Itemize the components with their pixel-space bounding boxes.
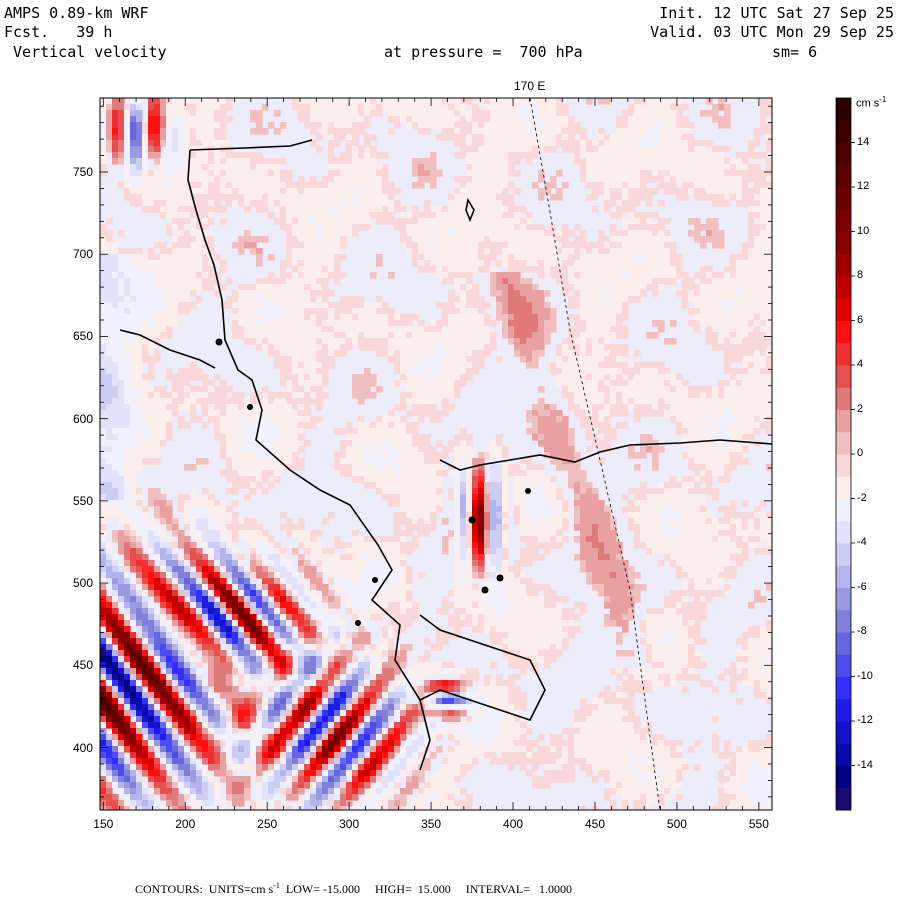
init-time: Init. 12 UTC Sat 27 Sep 25 — [659, 4, 894, 22]
contour-info-range: LOW= -15.000 HIGH= 15.000 INTERVAL= 1.00… — [279, 882, 573, 896]
colorbar-swatch — [836, 676, 851, 700]
x-tick-label: 450 — [584, 817, 606, 831]
x-tick-label: 400 — [503, 817, 524, 831]
x-tick-label: 150 — [93, 817, 114, 831]
x-tick-label: 300 — [339, 817, 360, 831]
contour-info-exp: -1 — [273, 881, 280, 890]
colorbar-swatch — [836, 98, 851, 121]
colorbar-tick-label: 10 — [857, 224, 870, 237]
colorbar-swatch — [836, 253, 851, 277]
colorbar-tick-label: 4 — [857, 358, 864, 370]
colorbar-swatch — [836, 632, 851, 655]
colorbar-units-exp: -1 — [879, 95, 887, 104]
colorbar-swatch — [836, 276, 851, 299]
x-tick-label: 200 — [175, 817, 196, 831]
plot-frame — [99, 97, 773, 811]
colorbar-tick-label: 14 — [857, 135, 870, 148]
x-tick-label: 500 — [666, 817, 687, 831]
contour-info: CONTOURS: UNITS=cm s-1 LOW= -15.000 HIGH… — [135, 881, 572, 897]
colorbar-swatch — [836, 520, 851, 544]
meridian-170e — [529, 98, 661, 810]
colorbar-swatch — [836, 187, 851, 210]
colorbar-swatch — [836, 342, 851, 366]
colorbar-swatch — [836, 365, 851, 388]
colorbar-tick-label: 6 — [857, 313, 864, 326]
colorbar-tick-label: 12 — [857, 180, 870, 192]
y-tick-label: 650 — [72, 329, 93, 344]
y-tick-label: 450 — [72, 658, 93, 673]
colorbar-swatch — [836, 543, 851, 566]
colorbar-tick-label: -12 — [857, 714, 873, 726]
colorbar-swatch — [836, 498, 851, 522]
colorbar-tick-label: -6 — [857, 580, 867, 593]
plot-area — [100, 98, 772, 810]
colorbar-swatch — [836, 654, 851, 677]
colorbar-swatch — [836, 387, 851, 410]
colorbar-swatch — [836, 765, 851, 789]
pressure-level: at pressure = 700 hPa — [384, 43, 583, 61]
colorbar-tick-label: -14 — [857, 758, 873, 771]
colorbar — [836, 98, 855, 811]
frame-ticks — [100, 98, 772, 810]
colorbar-swatch — [836, 743, 851, 766]
field-name: Vertical velocity — [4, 43, 167, 61]
x-tick-label: 350 — [421, 817, 442, 831]
forecast-hour: Fcst. 39 h — [4, 23, 113, 41]
colorbar-tick-label: 8 — [857, 269, 864, 281]
colorbar-tick-label: -8 — [857, 625, 867, 637]
colorbar-swatch — [836, 721, 851, 744]
colorbar-swatch — [836, 787, 851, 811]
colorbar-swatch — [836, 476, 851, 499]
colorbar-swatch — [836, 209, 851, 232]
contour-info-units: CONTOURS: UNITS=cm s — [135, 882, 274, 896]
colorbar-swatch — [836, 120, 851, 143]
coastline — [119, 139, 772, 771]
colorbar-tick-label: -4 — [857, 536, 867, 548]
y-tick-label: 400 — [72, 740, 93, 755]
colorbar-tick-label: 0 — [857, 447, 864, 459]
model-title: AMPS 0.89-km WRF — [4, 4, 149, 22]
colorbar-tick-label: 2 — [857, 402, 864, 415]
colorbar-tick-label: -2 — [857, 491, 867, 504]
colorbar-swatch — [836, 298, 851, 321]
colorbar-swatch — [836, 587, 851, 611]
y-tick-label: 500 — [72, 576, 93, 591]
y-tick-label: 750 — [72, 164, 93, 179]
colorbar-swatch — [836, 565, 851, 588]
x-tick-label: 250 — [257, 817, 278, 831]
colorbar-swatch — [836, 142, 851, 166]
smoothing-label: sm= 6 — [772, 43, 818, 61]
colorbar-swatch — [836, 454, 851, 477]
y-tick-label: 550 — [72, 493, 93, 508]
colorbar-swatch — [836, 231, 851, 255]
colorbar-swatch — [836, 164, 851, 188]
colorbar-tick-label: -10 — [857, 669, 873, 682]
colorbar-units: cm s-1 — [856, 95, 886, 110]
colorbar-swatch — [836, 320, 851, 344]
colorbar-swatch — [836, 431, 851, 455]
colorbar-swatch — [836, 609, 851, 633]
valid-time: Valid. 03 UTC Mon 29 Sep 25 — [650, 23, 894, 41]
colorbar-swatch — [836, 698, 851, 722]
meridian-label: 170 E — [514, 79, 546, 93]
colorbar-frame — [835, 97, 852, 811]
y-tick-label: 600 — [72, 411, 93, 426]
colorbar-units-base: cm s — [856, 97, 880, 110]
colorbar-swatch — [836, 409, 851, 433]
station-markers — [215, 338, 531, 626]
y-tick-label: 700 — [72, 247, 93, 262]
x-tick-label: 550 — [748, 817, 769, 831]
